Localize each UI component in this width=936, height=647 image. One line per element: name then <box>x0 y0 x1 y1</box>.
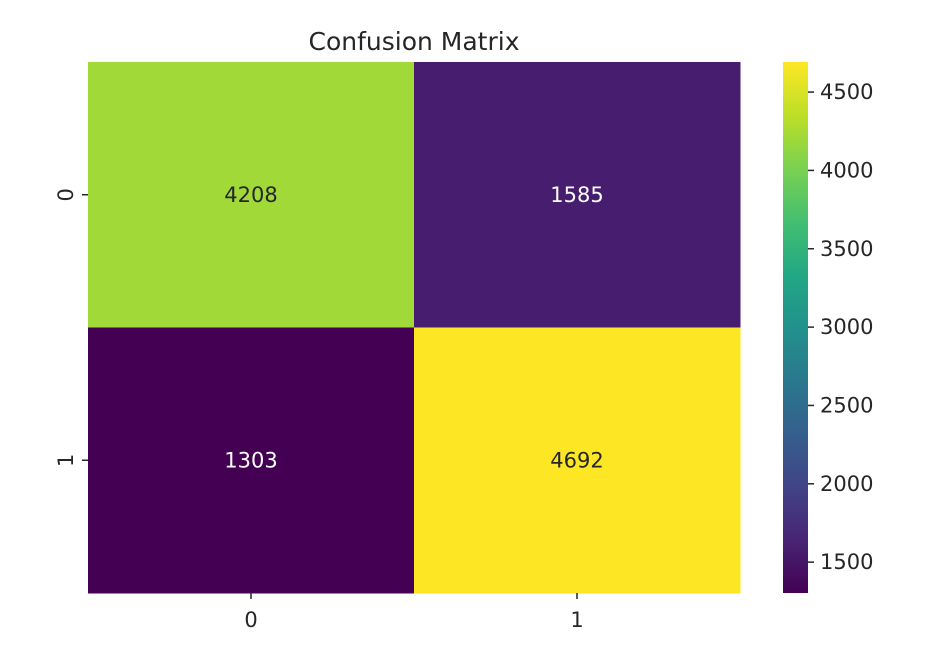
colorbar-tick-label: 4500 <box>820 80 873 104</box>
colorbar-tick-label: 3000 <box>820 315 873 339</box>
colorbar-tick-label: 1500 <box>820 550 873 574</box>
heatmap-cells <box>88 62 741 594</box>
cell-value-r0-c0: 4208 <box>224 183 277 207</box>
heatmap-cell-r1-c0 <box>88 327 415 594</box>
chart-title: Confusion Matrix <box>308 27 519 56</box>
cell-value-r1-c1: 4692 <box>550 448 603 472</box>
heatmap-cell-r0-c1 <box>414 62 741 328</box>
colorbar-tick-label: 4000 <box>820 158 873 182</box>
colorbar-ticks: 1500 2000 2500 3000 3500 4000 4500 <box>808 80 873 574</box>
cell-annotations: 4208 1585 1303 4692 <box>224 183 603 473</box>
x-tick-label: 1 <box>570 608 583 632</box>
colorbar-tick-label: 3500 <box>820 237 873 261</box>
cell-value-r1-c0: 1303 <box>224 448 277 472</box>
colorbar <box>783 62 808 593</box>
y-tick-label: 1 <box>54 454 78 467</box>
heatmap-cell-r1-c1 <box>414 327 741 594</box>
colorbar-tick-label: 2500 <box>820 393 873 417</box>
colorbar-tick-label: 2000 <box>820 472 873 496</box>
y-tick-label: 0 <box>54 188 78 201</box>
y-axis: 01 <box>54 188 88 467</box>
heatmap-cell-r0-c0 <box>88 62 415 328</box>
cell-value-r0-c1: 1585 <box>550 183 603 207</box>
x-tick-label: 0 <box>244 608 257 632</box>
